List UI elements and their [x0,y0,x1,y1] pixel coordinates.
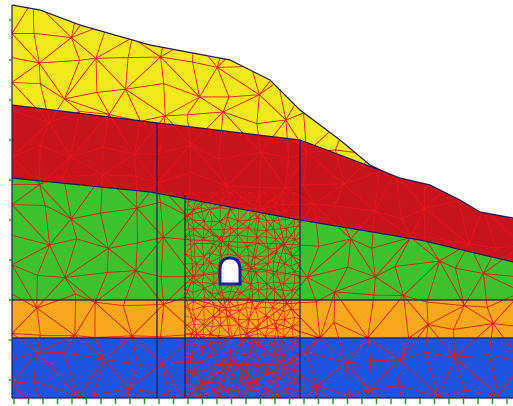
layer-orange [12,300,513,338]
boundaries [11,4,513,399]
boundary [11,104,386,173]
tunnel [218,256,242,286]
ground-surface [11,4,513,219]
layer-yellow [12,5,385,172]
layer-red [12,105,513,262]
supports [9,19,508,404]
